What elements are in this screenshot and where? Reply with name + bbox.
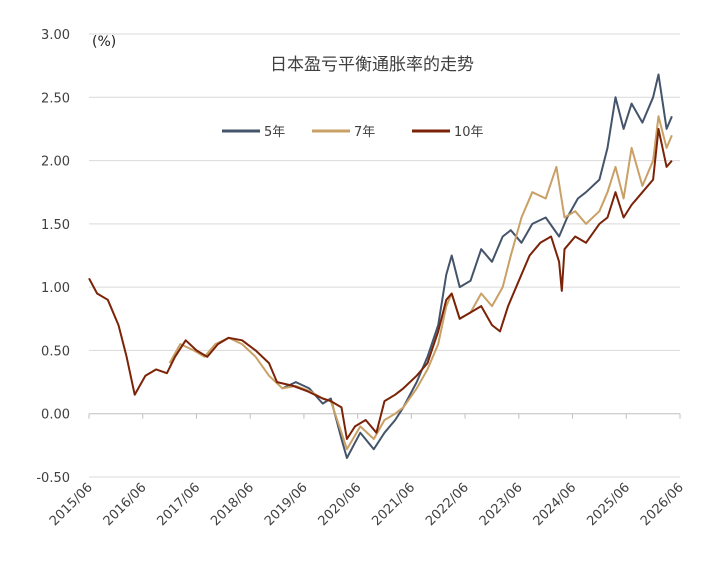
y-tick-label: 0.50 bbox=[41, 344, 70, 359]
y-tick-label: 3.00 bbox=[41, 28, 70, 43]
y-axis-tick-labels: -0.50 0.00 0.50 1.00 1.50 2.00 2.50 3.00 bbox=[36, 28, 70, 486]
x-tick-label: 2016/06 bbox=[101, 480, 150, 529]
x-tick-label: 2019/06 bbox=[262, 480, 311, 529]
grid-lines bbox=[89, 33, 680, 478]
series-line-7年 bbox=[168, 115, 673, 451]
x-tick-label: 2024/06 bbox=[531, 480, 580, 529]
series-line-5年 bbox=[281, 73, 673, 459]
y-tick-label: -0.50 bbox=[36, 471, 70, 486]
chart-title: 日本盈亏平衡通胀率的走势 bbox=[270, 55, 474, 75]
legend-label: 7年 bbox=[354, 125, 375, 140]
y-tick-label: 0.00 bbox=[41, 408, 70, 423]
y-tick-label: 2.50 bbox=[41, 91, 70, 106]
x-tick-label: 2015/06 bbox=[47, 480, 96, 529]
legend-label: 10年 bbox=[454, 125, 484, 140]
legend-label: 5年 bbox=[264, 125, 285, 140]
x-tick-label: 2026/06 bbox=[638, 480, 687, 529]
x-tick-label: 2018/06 bbox=[208, 480, 257, 529]
x-axis: 2015/06 2016/06 2017/06 2018/06 2019/06 2020/… bbox=[47, 413, 687, 529]
series-line-10年 bbox=[88, 127, 673, 440]
y-axis-unit-label: (%) bbox=[92, 34, 116, 50]
y-tick-label: 1.50 bbox=[41, 218, 70, 233]
series-lines bbox=[88, 73, 673, 459]
x-tick-label: 2023/06 bbox=[477, 480, 526, 529]
x-tick-label: 2020/06 bbox=[316, 480, 365, 529]
x-tick-label: 2017/06 bbox=[154, 480, 203, 529]
x-tick-label: 2021/06 bbox=[369, 480, 418, 529]
legend: 5年 7年 10年 bbox=[222, 125, 484, 140]
y-tick-label: 1.00 bbox=[41, 281, 70, 296]
x-tick-label: 2025/06 bbox=[584, 480, 633, 529]
x-tick-label: 2022/06 bbox=[423, 480, 472, 529]
y-tick-label: 2.00 bbox=[41, 155, 70, 170]
